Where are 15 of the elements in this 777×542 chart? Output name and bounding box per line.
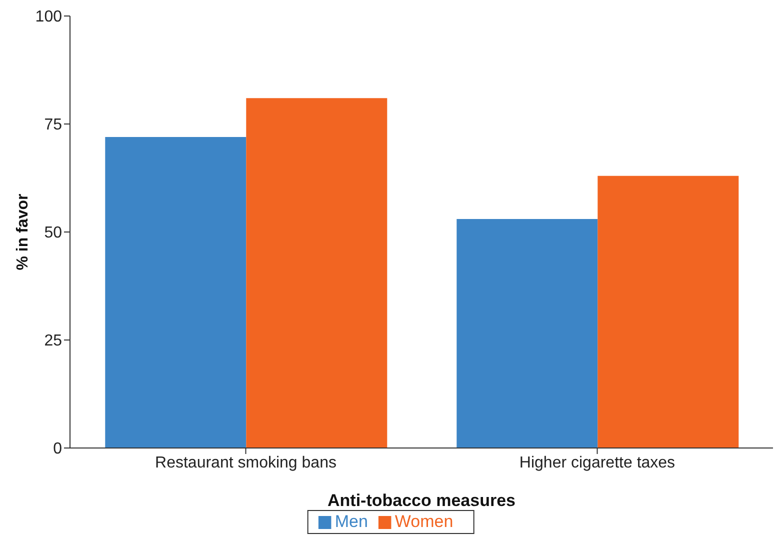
y-axis-title: % in favor [14, 194, 32, 270]
bar [246, 98, 388, 448]
x-axis-title: Anti-tobacco measures [328, 491, 516, 510]
y-tick-label: 75 [44, 116, 62, 134]
y-tick-label: 0 [53, 440, 62, 458]
x-tick-label: Restaurant smoking bans [155, 454, 336, 472]
y-tick-label: 25 [44, 332, 62, 350]
bar [598, 176, 739, 448]
bar [456, 219, 598, 448]
y-tick-label: 50 [44, 224, 62, 242]
y-tick-label: 100 [35, 8, 62, 26]
bar [105, 136, 246, 448]
legend-label: Men [334, 512, 368, 531]
legend-label: Women [394, 512, 454, 531]
x-tick-label: Higher cigarette taxes [519, 454, 676, 472]
